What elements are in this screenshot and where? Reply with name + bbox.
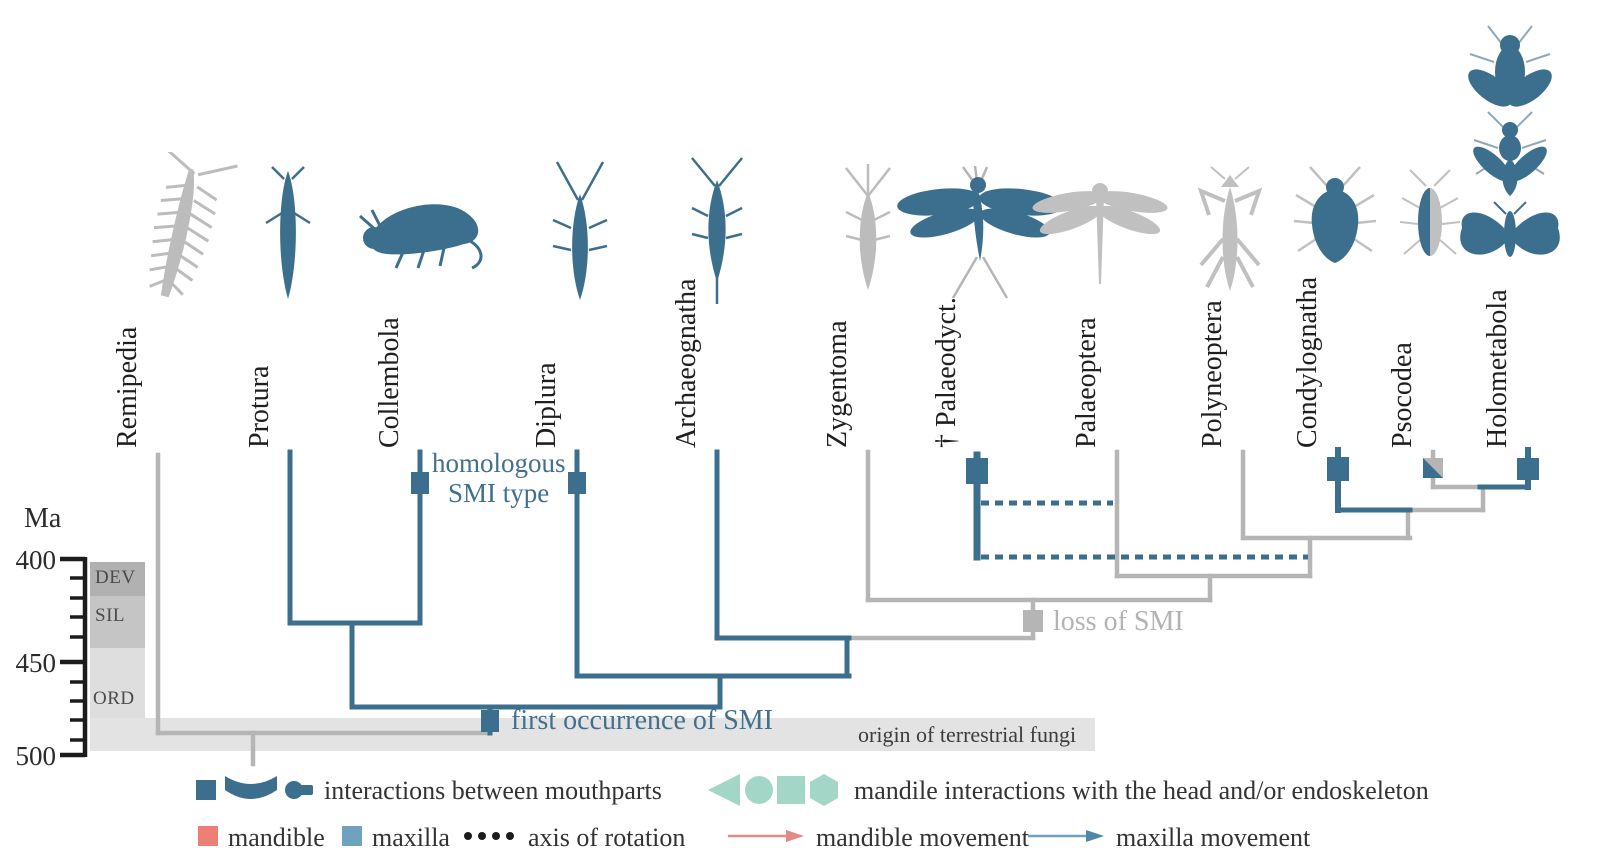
- mint-square-icon: [777, 776, 805, 804]
- axis-of-rotation-dots-icon: [464, 832, 514, 840]
- remipedia-silhouette: [149, 152, 238, 298]
- taxon-label-holometabola: Holometabola: [1482, 289, 1513, 448]
- annotation-terrestrial-fungi: origin of terrestrial fungi: [858, 722, 1077, 747]
- zygentoma-silhouette: [845, 164, 891, 290]
- marker-diplura: [568, 472, 586, 494]
- taxon-label-collembola: Collembola: [374, 317, 405, 448]
- mouthpart-curved-band-icon: [225, 776, 277, 799]
- annotation-loss-of-smi: loss of SMI: [1053, 606, 1184, 637]
- palaeoptera-silhouette: [1032, 183, 1168, 284]
- taxon-label-remipedia: Remipedia: [112, 326, 143, 448]
- diplura-silhouette: [552, 161, 608, 300]
- marker-psocodea-split: [1423, 458, 1443, 478]
- legend-maxilla-label: maxilla: [372, 823, 450, 852]
- palaeodictyoptera-silhouette: [897, 165, 1063, 299]
- taxon-label-protura: Protura: [244, 365, 275, 448]
- marker-loss-of-smi: [1023, 610, 1043, 632]
- head-interaction-shapes-icon: [708, 774, 838, 806]
- psocodea-silhouette: [1399, 169, 1461, 256]
- marker-palaeodictyoptera: [966, 458, 988, 484]
- minor-ticks: [70, 576, 85, 742]
- condylognatha-silhouette: [1293, 166, 1377, 263]
- mandible-swatch-icon: [198, 826, 218, 846]
- taxon-label-psocodea: Psocodea: [1387, 342, 1418, 448]
- mint-triangle-icon: [708, 774, 740, 806]
- taxon-label-polyneoptera: Polyneoptera: [1197, 300, 1228, 448]
- marker-condylognatha: [1327, 457, 1349, 481]
- maxilla-movement-arrow-icon: [1028, 830, 1104, 842]
- butterfly-silhouette: [1460, 201, 1560, 257]
- mouthpart-knob-icon: [285, 781, 313, 799]
- palaeodictyoptera-dashed-links: [981, 500, 1308, 560]
- tick-400: 400: [15, 545, 57, 575]
- tick-500: 500: [15, 741, 57, 771]
- blue-branches: [287, 447, 1531, 736]
- taxon-label-palaeoptera: Palaeoptera: [1071, 317, 1102, 448]
- legend-mandible-label: mandible: [228, 823, 325, 852]
- taxon-label-diplura: Diplura: [531, 362, 562, 448]
- annotation-homologous-line1: homologous: [432, 448, 566, 478]
- period-ordovician-label: ORD: [93, 688, 135, 709]
- tick-450: 450: [15, 648, 57, 678]
- mint-hexagon-icon: [810, 774, 838, 806]
- mouthpart-square-icon: [196, 780, 216, 800]
- wasp-silhouette: [1473, 111, 1547, 196]
- taxon-label-zygentoma: Zygentoma: [822, 320, 853, 448]
- annotation-homologous-line2: SMI type: [448, 478, 550, 508]
- legend-axis-rotation-label: axis of rotation: [528, 823, 686, 852]
- maxilla-swatch-icon: [342, 826, 362, 846]
- mint-circle-icon: [745, 776, 773, 804]
- marker-first-occurrence: [481, 710, 499, 732]
- holometabola-silhouette-group: [1460, 25, 1560, 257]
- fly-silhouette: [1468, 25, 1552, 107]
- collembola-silhouette: [359, 204, 483, 270]
- marker-collembola: [411, 472, 429, 494]
- archaeognatha-silhouette: [691, 157, 743, 304]
- period-silurian-label: SIL: [95, 605, 125, 626]
- annotation-first-occurrence: first occurrence of SMI: [511, 705, 774, 736]
- band-silurian: [90, 596, 145, 648]
- smi-markers: [411, 457, 1539, 732]
- time-axis: [60, 556, 88, 758]
- marker-holometabola: [1517, 458, 1539, 480]
- gray-branches: [155, 449, 1486, 767]
- taxon-label-condylognatha: Condylognatha: [1292, 276, 1323, 448]
- protura-silhouette: [265, 166, 311, 299]
- legend-head-interactions-label: mandile interactions with the head and/o…: [854, 776, 1429, 805]
- band-ordovician: [90, 648, 145, 718]
- period-devonian-label: DEV: [95, 567, 136, 588]
- taxon-label-archaeognatha: Archaeognatha: [671, 278, 702, 448]
- legend-mandible-movement-label: mandible movement: [816, 823, 1030, 852]
- axis-unit-label: Ma: [24, 503, 62, 534]
- legend-mouthpart-interactions-label: interactions between mouthparts: [324, 776, 662, 805]
- taxon-label-palaeodictyoptera: † Palaeodyct.: [931, 297, 962, 448]
- legend-maxilla-movement-label: maxilla movement: [1116, 823, 1311, 852]
- polyneoptera-silhouette: [1197, 166, 1263, 291]
- mandible-movement-arrow-icon: [728, 830, 804, 842]
- band-devonian: [90, 562, 145, 596]
